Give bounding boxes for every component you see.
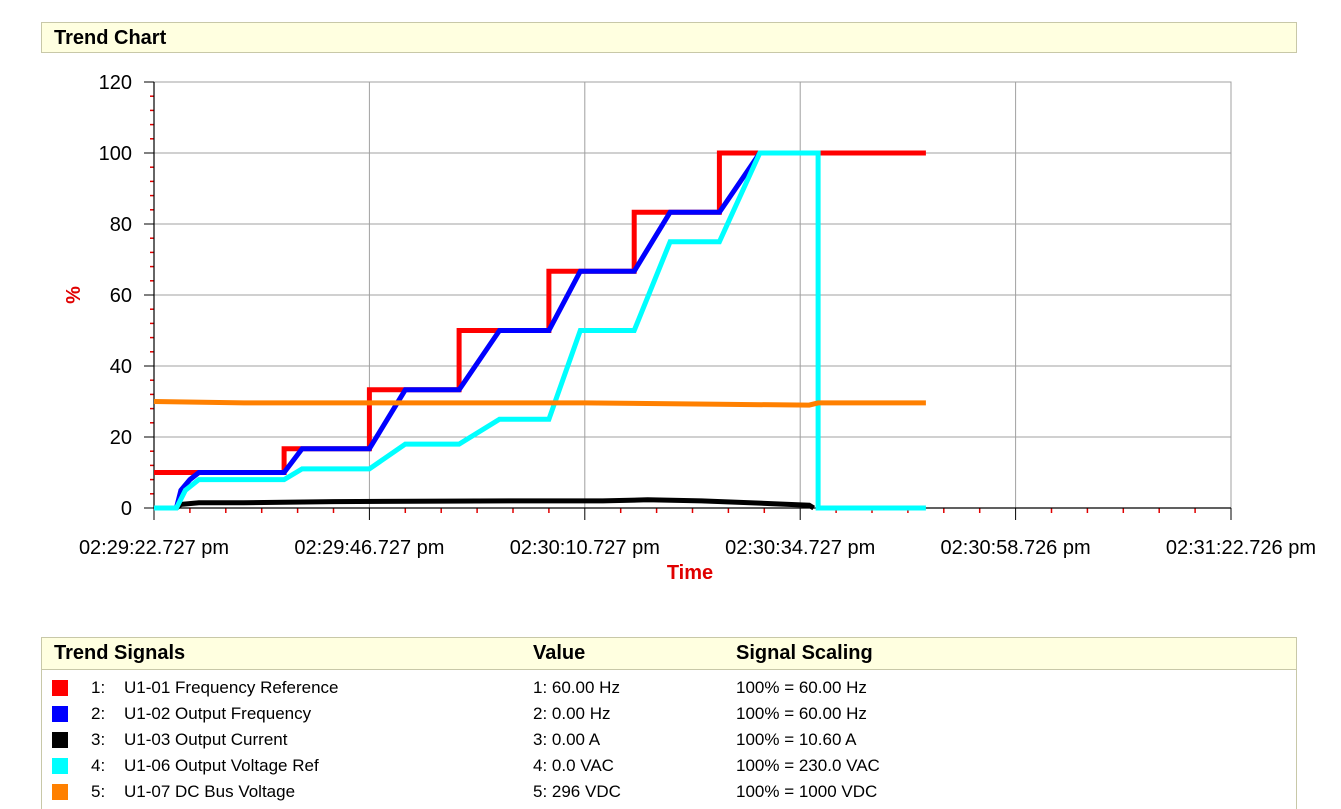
- signal-value: 4: 0.0 VAC: [533, 756, 614, 775]
- series-color-swatch: [52, 680, 68, 696]
- y-tick-label: 60: [110, 285, 132, 307]
- trend-signals-header: Trend Signals Value Signal Scaling: [42, 638, 1296, 670]
- signal-scaling: 100% = 60.00 Hz: [736, 704, 867, 723]
- signal-name: U1-03 Output Current: [124, 730, 288, 749]
- signal-index: 2:: [91, 704, 106, 723]
- series-color-swatch: [52, 706, 68, 722]
- legend-row[interactable]: 2: U1-02 Output Frequency 2: 0.00 Hz 100% =…: [42, 702, 1296, 728]
- x-tick-label: 02:30:58.726 pm: [941, 537, 1091, 559]
- signal-scaling: 100% = 1000 VDC: [736, 782, 878, 801]
- signal-value: 2: 0.00 Hz: [533, 704, 611, 723]
- signal-index: 3:: [91, 730, 106, 749]
- trend-chart-header: Trend Chart: [41, 22, 1297, 53]
- signal-scaling: 100% = 60.00 Hz: [736, 678, 867, 697]
- x-tick-label: 02:29:46.727 pm: [294, 537, 444, 559]
- legend-row[interactable]: 3: U1-03 Output Current 3: 0.00 A 100% = 10…: [42, 728, 1296, 754]
- y-tick-label: 100: [99, 143, 132, 165]
- panel-title: Trend Chart: [54, 27, 167, 49]
- col-value-header: Value: [533, 642, 586, 664]
- col-signals-header: Trend Signals: [54, 642, 186, 664]
- y-axis-title: %: [63, 286, 85, 304]
- signal-name: U1-07 DC Bus Voltage: [124, 782, 296, 801]
- axis-labels: 0 20 40 60 80 100 120 02:29:22.727 pm 02:29:46.7…: [79, 72, 1316, 559]
- col-scaling-header: Signal Scaling: [736, 642, 873, 664]
- y-tick-label: 40: [110, 356, 132, 378]
- series-line-5: [153, 399, 926, 408]
- signal-index: 5:: [91, 782, 106, 801]
- signal-name: U1-02 Output Frequency: [124, 704, 312, 723]
- x-tick-label: 02:31:22.726 pm: [1166, 537, 1316, 559]
- series-line-3: [174, 497, 816, 511]
- trend-signals-table: Trend Signals Value Signal Scaling 1: U1-…: [41, 637, 1297, 809]
- signal-index: 1:: [91, 678, 106, 697]
- axes: [144, 81, 1232, 520]
- legend-row[interactable]: 5: U1-07 DC Bus Voltage 5: 296 VDC 100% = 1…: [42, 780, 1296, 806]
- series-color-swatch: [52, 732, 68, 748]
- y-tick-label: 20: [110, 427, 132, 449]
- signal-name: U1-06 Output Voltage Ref: [124, 756, 319, 775]
- trend-chart[interactable]: 0 20 40 60 80 100 120 02:29:22.727 pm 02:29:46.7…: [0, 60, 1341, 590]
- series-lines: [153, 150, 926, 511]
- signal-scaling: 100% = 230.0 VAC: [736, 756, 880, 775]
- y-tick-label: 120: [99, 72, 132, 94]
- y-tick-label: 80: [110, 214, 132, 236]
- series-color-swatch: [52, 784, 68, 800]
- x-tick-label: 02:29:22.727 pm: [79, 537, 229, 559]
- y-tick-label: 0: [121, 498, 132, 520]
- legend-row[interactable]: 1: U1-01 Frequency Reference 1: 60.00 Hz 10…: [42, 676, 1296, 702]
- signal-name: U1-01 Frequency Reference: [124, 678, 339, 697]
- signal-value: 1: 60.00 Hz: [533, 678, 620, 697]
- x-axis-title: Time: [667, 562, 713, 584]
- x-tick-label: 02:30:10.727 pm: [510, 537, 660, 559]
- signal-value: 3: 0.00 A: [533, 730, 601, 749]
- series-color-swatch: [52, 758, 68, 774]
- series-line-4: [154, 150, 926, 511]
- signal-index: 4:: [91, 756, 106, 775]
- signal-value: 5: 296 VDC: [533, 782, 621, 801]
- signal-scaling: 100% = 10.60 A: [736, 730, 857, 749]
- legend-row[interactable]: 4: U1-06 Output Voltage Ref 4: 0.0 VAC 100%…: [42, 754, 1296, 780]
- x-tick-label: 02:30:34.727 pm: [725, 537, 875, 559]
- minor-ticks: [150, 95, 1196, 513]
- series-line-2: [173, 150, 819, 509]
